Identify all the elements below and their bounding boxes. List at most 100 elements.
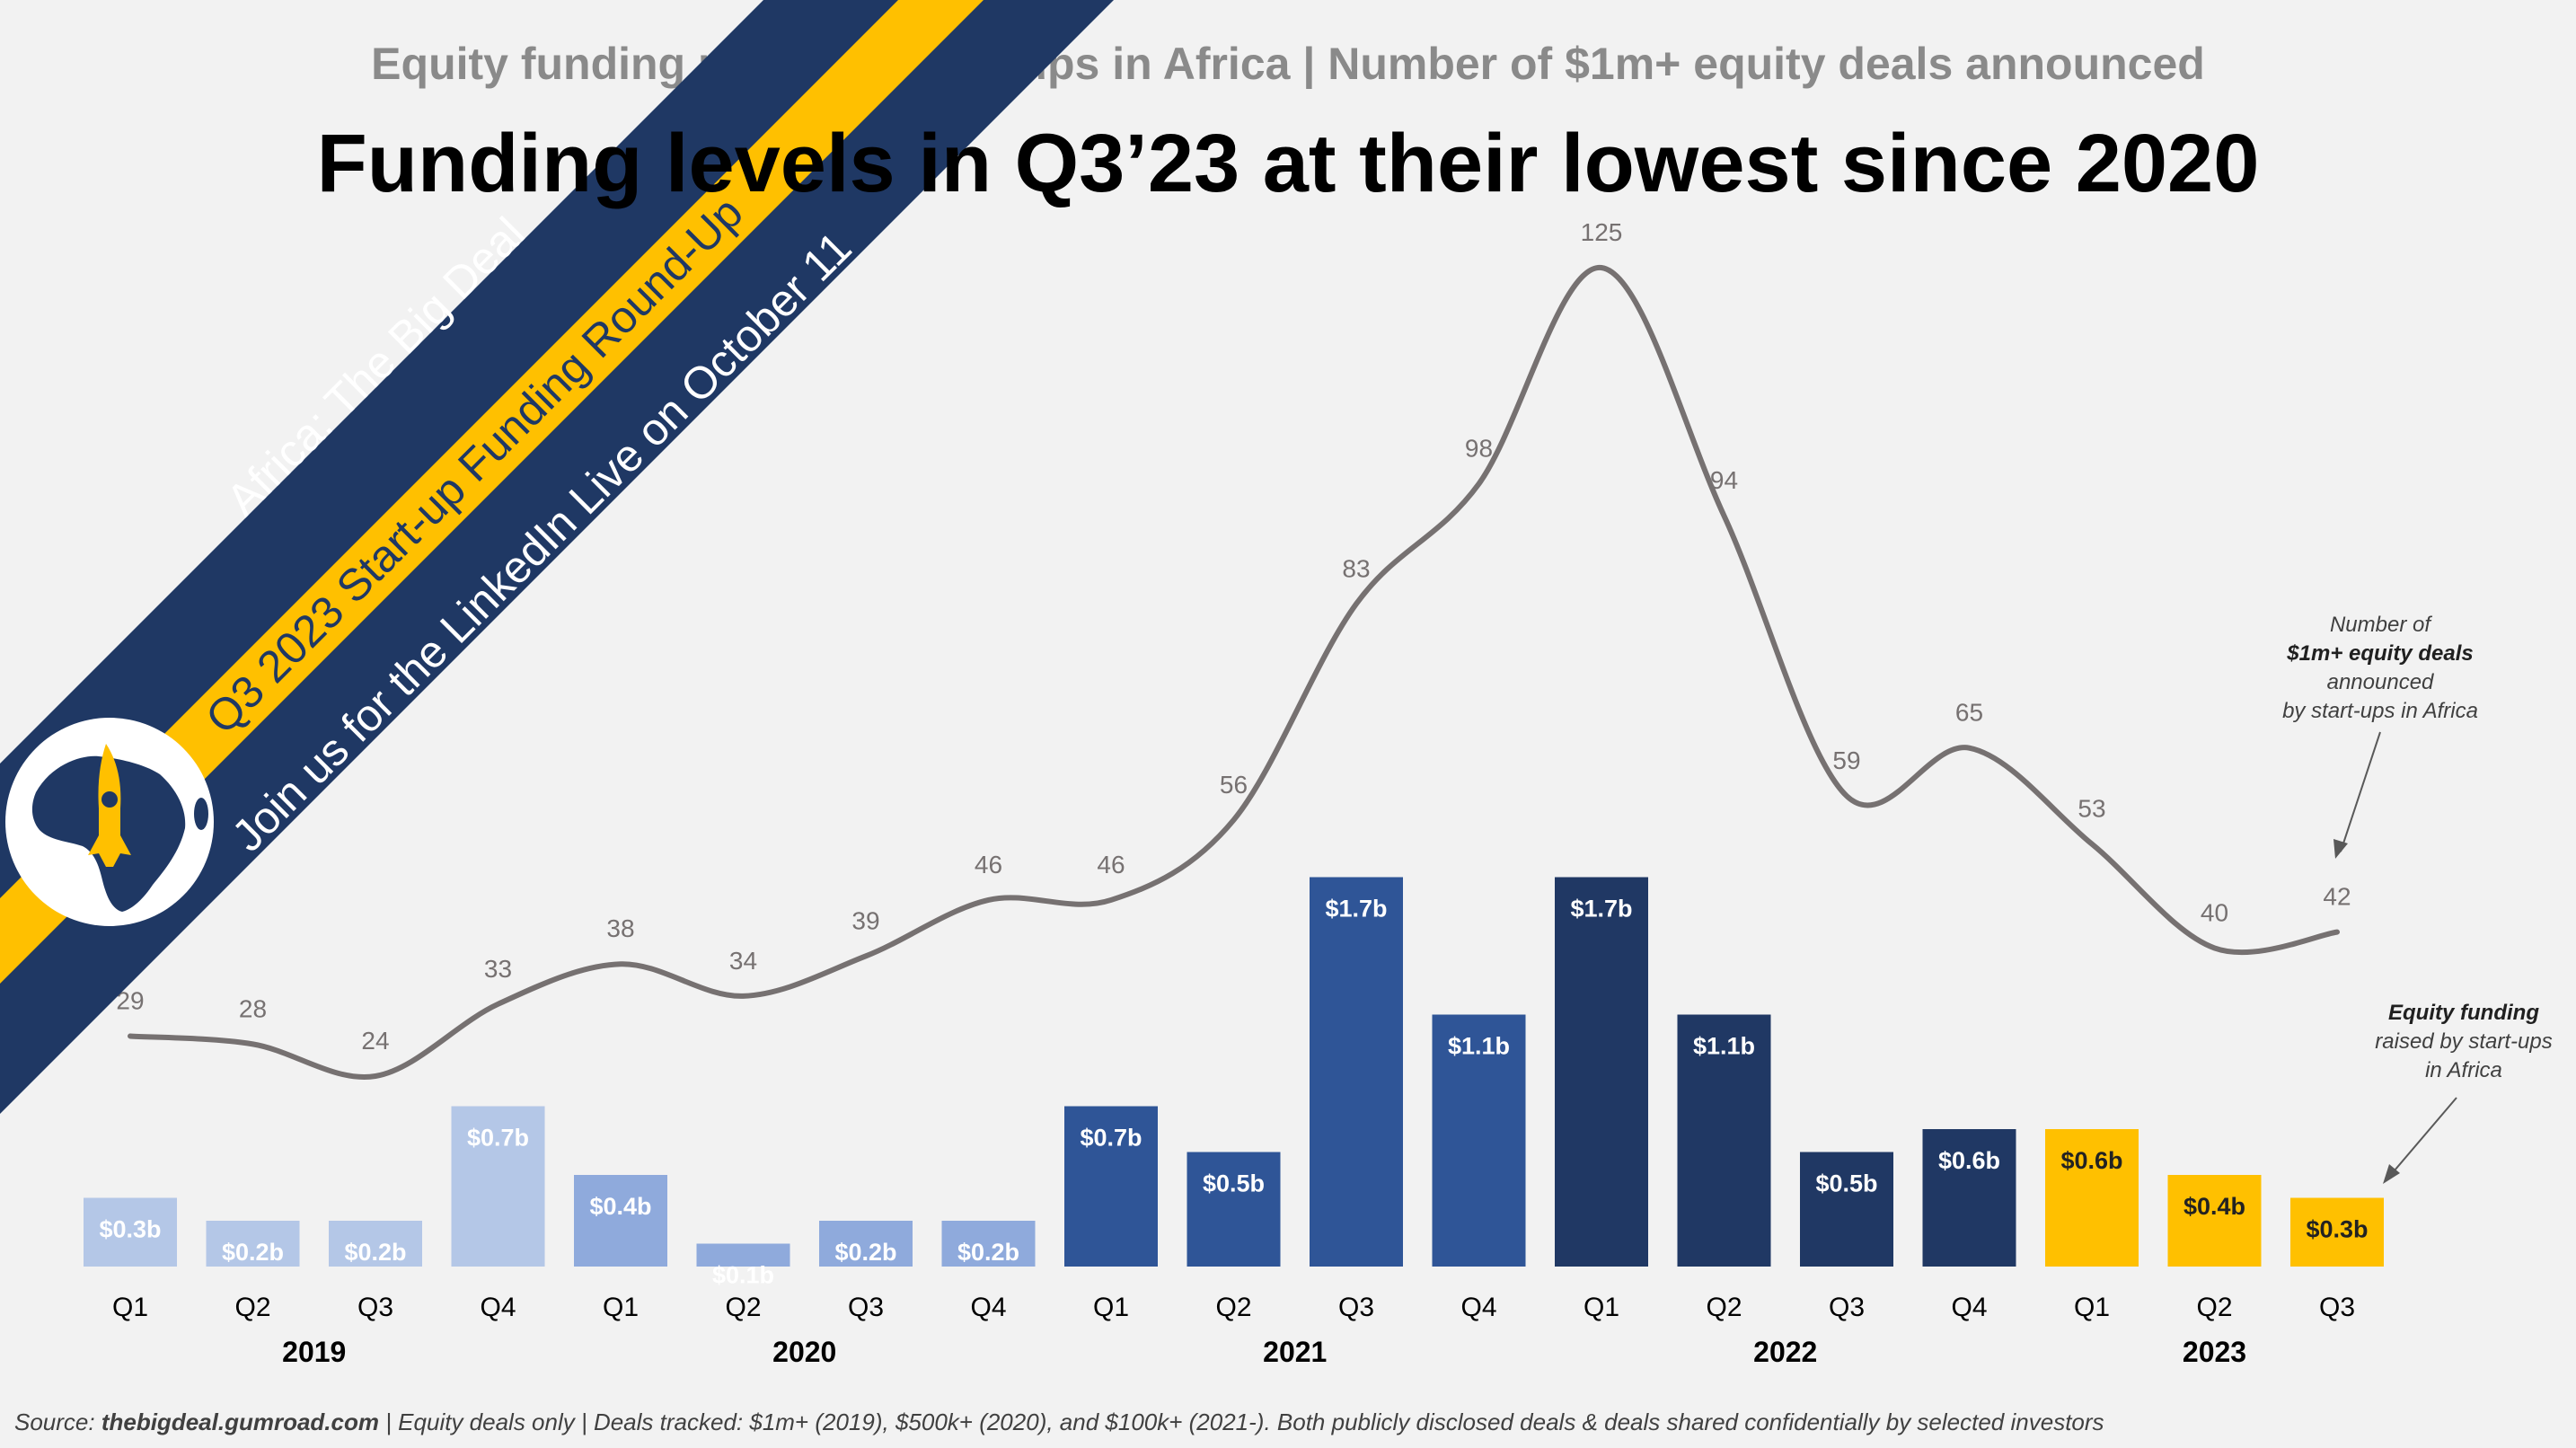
deals-value-label: 38 xyxy=(606,914,634,942)
annotation-arrows xyxy=(2333,731,2457,1184)
deals-value-label: 34 xyxy=(729,947,757,975)
bar-value-label: $0.4b xyxy=(589,1193,651,1220)
quarter-tick-label: Q3 xyxy=(2319,1293,2355,1322)
funding-bar xyxy=(84,1197,177,1267)
quarter-tick-label: Q1 xyxy=(2074,1293,2110,1322)
source-link[interactable]: thebigdeal.gumroad.com xyxy=(101,1408,379,1435)
deals-value-label: 53 xyxy=(2078,795,2105,823)
bar-value-label: $1.1b xyxy=(1448,1033,1510,1060)
funding-annotation-line-1: Equity funding xyxy=(2388,1001,2539,1025)
funding-bar xyxy=(1310,877,1403,1267)
funding-bar xyxy=(574,1175,667,1267)
funding-bar xyxy=(1800,1152,1893,1267)
bar-value-label: $0.2b xyxy=(222,1239,284,1266)
quarter-tick-label: Q2 xyxy=(725,1293,761,1322)
quarter-tick-label: Q3 xyxy=(357,1293,393,1322)
funding-bar xyxy=(696,1243,790,1267)
funding-bar xyxy=(1432,1014,1526,1267)
funding-annotation-line-2: raised by start-ups xyxy=(2375,1029,2553,1054)
funding-bar xyxy=(206,1221,300,1267)
funding-bar xyxy=(1064,1106,1158,1267)
deals-value-label: 42 xyxy=(2323,883,2351,911)
bar-value-label: $0.4b xyxy=(2183,1193,2245,1220)
deals-line xyxy=(128,264,2340,1080)
bar-value-label: $0.3b xyxy=(2306,1216,2368,1243)
banner-navy-band xyxy=(0,0,1114,1114)
deals-value-label: 98 xyxy=(1465,435,1493,463)
funding-bar xyxy=(2045,1129,2139,1267)
source-note: Source: thebigdeal.gumroad.com | Equity … xyxy=(14,1408,2104,1436)
africa-rocket-logo xyxy=(5,718,214,926)
chart-subtitle: Equity funding raised by start-ups in Af… xyxy=(371,39,2205,89)
bar-value-label: $0.1b xyxy=(712,1262,774,1289)
quarter-tick-label: Q1 xyxy=(1584,1293,1619,1322)
bar-value-label: $0.3b xyxy=(99,1216,161,1243)
funding-annotation-line-3: in Africa xyxy=(2425,1058,2502,1082)
deals-annotation-line-1: Number of xyxy=(2329,613,2431,637)
rocket-window-icon xyxy=(101,791,118,808)
deals-value-label: 94 xyxy=(1710,466,1738,494)
bar-value-label: $0.2b xyxy=(344,1239,406,1266)
quarter-tick-label: Q3 xyxy=(1829,1293,1865,1322)
quarter-tick-label: Q3 xyxy=(1338,1293,1374,1322)
quarter-tick-label: Q4 xyxy=(1460,1293,1496,1322)
funding-annotation: Equity funding raised by start-ups in Af… xyxy=(2333,999,2576,1085)
bar-value-label: $0.7b xyxy=(1080,1125,1142,1152)
deals-value-label: 28 xyxy=(239,994,267,1022)
deals-value-label: 125 xyxy=(1581,218,1623,246)
bar-value-label: $1.7b xyxy=(1325,896,1387,923)
quarter-tick-label: Q2 xyxy=(1706,1293,1742,1322)
x-axis: Q1 Q2 Q3 Q4 Q1 Q2 Q3 Q4 Q1 Q2 Q3 Q4 Q1 Q2 Q3 Q4 Q1 Q2 Q3 20… xyxy=(112,1293,2355,1368)
funding-annotation-arrow xyxy=(2388,1097,2457,1178)
year-label: 2022 xyxy=(1753,1336,1817,1368)
funding-bar xyxy=(941,1221,1036,1267)
bar-value-label: $0.5b xyxy=(1815,1170,1877,1197)
funding-bar xyxy=(1922,1129,2016,1267)
deals-value-label: 40 xyxy=(2201,898,2228,926)
quarter-tick-label: Q2 xyxy=(234,1293,270,1322)
quarter-tick-label: Q4 xyxy=(1951,1293,1987,1322)
deals-value-label: 24 xyxy=(361,1027,389,1055)
madagascar-icon xyxy=(194,798,208,830)
deals-annotation-line-3: announced xyxy=(2326,670,2434,694)
year-label: 2023 xyxy=(2183,1336,2246,1368)
quarter-tick-label: Q1 xyxy=(112,1293,148,1322)
quarter-tick-label: Q4 xyxy=(480,1293,516,1322)
deals-value-label: 33 xyxy=(484,955,512,983)
deals-annotation-line-4: by start-ups in Africa xyxy=(2282,699,2478,723)
deals-value-label: 46 xyxy=(975,851,1002,879)
funding-bar xyxy=(2167,1175,2262,1267)
quarter-tick-label: Q1 xyxy=(1093,1293,1129,1322)
bar-value-label: $1.1b xyxy=(1693,1033,1755,1060)
funding-bar xyxy=(329,1221,422,1267)
deals-annotation-line-2: $1m+ equity deals xyxy=(2287,641,2474,666)
promo-banner: Africa: The Big Deal Q3 2023 Start-up Fu… xyxy=(0,0,1114,1114)
deals-value-label: 83 xyxy=(1342,554,1370,582)
chart-title: Funding levels in Q3’23 at their lowest … xyxy=(316,118,2260,209)
bar-value-label: $0.7b xyxy=(467,1125,529,1152)
quarter-tick-label: Q2 xyxy=(2196,1293,2232,1322)
quarter-tick-label: Q4 xyxy=(970,1293,1006,1322)
year-label: 2019 xyxy=(282,1336,346,1368)
bar-value-label: $0.2b xyxy=(957,1239,1019,1266)
bar-value-label: $0.2b xyxy=(834,1239,896,1266)
year-label: 2021 xyxy=(1263,1336,1327,1368)
deals-value-label: 46 xyxy=(1097,851,1125,879)
bar-value-label: $0.5b xyxy=(1203,1170,1265,1197)
quarter-tick-label: Q1 xyxy=(603,1293,639,1322)
deals-annotation-arrow xyxy=(2340,731,2381,852)
bar-value-label: $1.7b xyxy=(1570,896,1632,923)
banner-gold-band xyxy=(0,0,984,984)
deals-value-label: 59 xyxy=(1832,746,1860,774)
funding-bar xyxy=(451,1106,545,1267)
bar-value-label: $0.6b xyxy=(1938,1147,2000,1174)
deals-arrow-head xyxy=(2333,839,2348,859)
bar-value-label: $0.6b xyxy=(2060,1147,2122,1174)
funding-arrow-head xyxy=(2383,1164,2400,1184)
quarter-tick-label: Q3 xyxy=(848,1293,884,1322)
deals-value-label: 56 xyxy=(1220,771,1248,799)
funding-bar xyxy=(819,1221,913,1267)
source-prefix: Source: xyxy=(14,1408,101,1435)
